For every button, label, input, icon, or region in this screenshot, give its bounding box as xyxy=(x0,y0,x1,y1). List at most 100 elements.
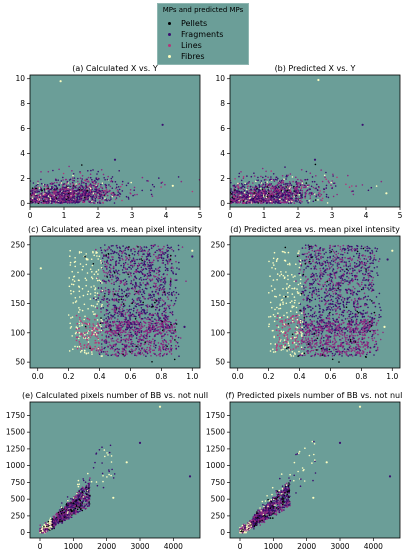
data-point-fragment xyxy=(139,329,141,332)
data-point-fragment xyxy=(71,177,74,179)
data-point-fragment xyxy=(154,308,157,311)
data-point-fragment xyxy=(367,315,370,318)
data-point-fragment xyxy=(233,185,235,188)
data-point-fragment xyxy=(240,182,243,185)
data-point-fibre xyxy=(72,302,74,304)
data-point-fibre xyxy=(95,270,98,273)
data-point-fibre xyxy=(78,322,81,325)
data-point-fragment xyxy=(161,323,163,326)
data-point-fragment xyxy=(164,269,167,272)
data-point-fibre xyxy=(81,324,83,327)
data-point-fragment xyxy=(379,338,382,341)
data-point-fragment xyxy=(283,186,285,188)
y-tick-label: 200 xyxy=(11,270,26,279)
data-point-fragment xyxy=(100,308,102,310)
data-point-line xyxy=(87,186,89,188)
data-point-fragment xyxy=(262,176,264,179)
data-point-fragment xyxy=(88,184,91,187)
data-point-line xyxy=(234,178,236,180)
data-point-fragment xyxy=(51,185,53,188)
data-point-fragment xyxy=(57,191,59,194)
data-point-fragment xyxy=(125,195,128,198)
data-point-fragment xyxy=(163,253,165,256)
data-point-fibre xyxy=(60,182,63,184)
data-point-fragment xyxy=(127,319,129,322)
data-point-fragment xyxy=(136,333,138,336)
data-point-fragment xyxy=(139,284,142,286)
data-point-fragment xyxy=(45,195,48,197)
data-point-line xyxy=(96,328,98,331)
data-point-fragment xyxy=(76,189,78,192)
data-point-fragment xyxy=(316,183,318,186)
data-point-fragment xyxy=(369,275,372,277)
data-point-pellet xyxy=(78,189,81,191)
data-point-fragment xyxy=(138,352,141,355)
data-point-line xyxy=(94,318,96,321)
data-point-fragment xyxy=(131,326,133,329)
data-point-fragment xyxy=(117,191,120,193)
data-point-fragment xyxy=(123,343,125,346)
data-point-fibre xyxy=(71,270,73,273)
data-point-fragment xyxy=(87,170,89,172)
data-point-fibre xyxy=(92,311,94,313)
data-point-fragment xyxy=(137,297,140,299)
data-point-fragment xyxy=(135,284,137,286)
data-point-fragment xyxy=(260,190,262,193)
data-point-fragment xyxy=(284,189,287,192)
data-point-fragment xyxy=(161,343,164,346)
data-point-fragment xyxy=(303,186,305,189)
data-point-fibre xyxy=(83,351,86,354)
data-point-fragment xyxy=(230,188,232,190)
data-point-pellet xyxy=(136,345,138,348)
data-point-fragment xyxy=(252,182,254,184)
data-point-fragment xyxy=(97,297,99,299)
data-point-fragment xyxy=(325,193,328,196)
data-point-fragment xyxy=(237,184,239,186)
data-point-fragment xyxy=(71,199,73,202)
data-point-fibre xyxy=(75,183,77,185)
data-point-fragment xyxy=(124,354,127,356)
data-point-fragment xyxy=(47,186,49,188)
data-point-fragment xyxy=(174,287,177,289)
data-point-fibre xyxy=(95,252,97,254)
data-point-fragment xyxy=(110,252,112,255)
data-point-fragment xyxy=(144,274,147,277)
data-point-fragment xyxy=(155,324,157,327)
data-point-fragment xyxy=(107,279,110,282)
data-point-fragment xyxy=(161,335,163,338)
y-tick-label: 8 xyxy=(20,99,25,108)
data-point-fragment xyxy=(107,319,109,321)
data-point-pellet xyxy=(55,197,58,199)
data-point-fragment xyxy=(305,185,307,188)
data-point-fragment xyxy=(87,176,90,179)
data-point-fragment xyxy=(141,268,143,271)
data-point-fragment xyxy=(133,272,135,275)
data-point-fragment xyxy=(153,298,156,300)
data-point-fragment xyxy=(134,275,136,278)
data-point-fibre xyxy=(93,333,95,336)
data-point-fragment xyxy=(294,200,297,202)
data-point-fragment xyxy=(140,310,143,313)
data-point-fragment xyxy=(73,177,76,179)
data-point-fragment xyxy=(79,200,82,202)
data-point-fragment xyxy=(133,262,136,265)
data-point-fragment xyxy=(62,192,65,195)
data-point-fragment xyxy=(142,282,144,284)
data-point-fragment xyxy=(236,201,239,204)
data-point-fragment xyxy=(103,280,106,283)
data-point-fragment xyxy=(85,182,87,185)
data-point-fibre xyxy=(237,182,239,185)
data-point-fragment xyxy=(42,202,44,204)
data-point-fragment xyxy=(112,244,114,247)
data-point-fragment xyxy=(104,341,106,344)
data-point-fragment xyxy=(79,195,81,198)
data-point-fragment xyxy=(167,269,169,272)
data-point-fragment xyxy=(161,337,163,339)
data-point-fragment xyxy=(154,306,157,308)
data-point-fragment xyxy=(80,180,83,182)
data-point-fragment xyxy=(149,261,151,264)
data-point-fragment xyxy=(333,252,336,254)
data-point-pellet xyxy=(65,198,68,201)
data-point-fragment xyxy=(175,319,177,321)
data-point-fragment xyxy=(143,354,145,356)
